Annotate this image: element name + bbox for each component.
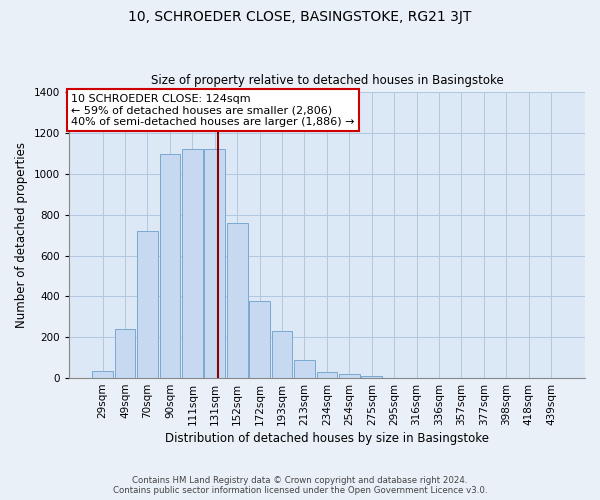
Bar [205, 150, 225, 378]
Title: Size of property relative to detached houses in Basingstoke: Size of property relative to detached ho… [151, 74, 503, 87]
Bar [160, 154, 180, 378]
Bar [115, 329, 136, 378]
Y-axis label: Number of detached properties: Number of detached properties [15, 142, 28, 328]
Text: Contains HM Land Registry data © Crown copyright and database right 2024.
Contai: Contains HM Land Registry data © Crown c… [113, 476, 487, 495]
Bar [92, 371, 113, 378]
Bar [272, 331, 292, 378]
Bar [250, 300, 270, 378]
Bar [137, 231, 158, 378]
Text: 10, SCHROEDER CLOSE, BASINGSTOKE, RG21 3JT: 10, SCHROEDER CLOSE, BASINGSTOKE, RG21 3… [128, 10, 472, 24]
X-axis label: Distribution of detached houses by size in Basingstoke: Distribution of detached houses by size … [165, 432, 489, 445]
Bar [182, 150, 203, 378]
Bar [339, 374, 359, 378]
Text: 10 SCHROEDER CLOSE: 124sqm
← 59% of detached houses are smaller (2,806)
40% of s: 10 SCHROEDER CLOSE: 124sqm ← 59% of deta… [71, 94, 355, 127]
Bar [317, 372, 337, 378]
Bar [294, 360, 315, 378]
Bar [227, 223, 248, 378]
Bar [361, 376, 382, 378]
